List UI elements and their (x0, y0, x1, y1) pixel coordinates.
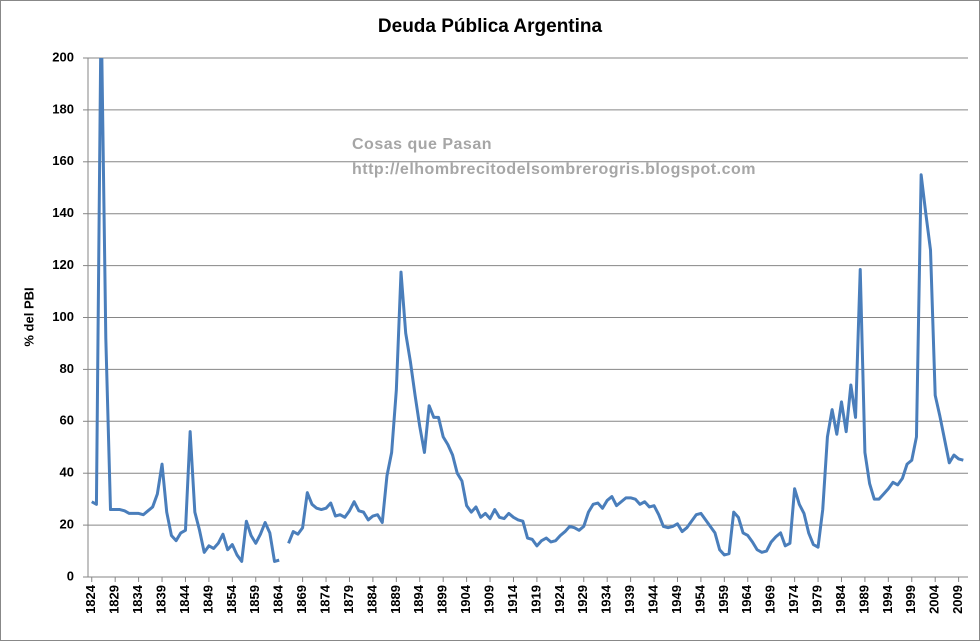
x-tick-label: 1909 (481, 585, 496, 614)
x-tick-label: 1969 (763, 585, 778, 614)
x-tick-label: 1824 (83, 584, 98, 614)
x-tick-label: 1999 (903, 585, 918, 614)
y-tick-label: 200 (52, 49, 74, 64)
x-tick-label: 1974 (786, 584, 801, 614)
x-tick-label: 1829 (107, 585, 122, 614)
x-tick-label: 1934 (599, 584, 614, 614)
x-tick-label: 1854 (224, 584, 239, 614)
y-tick-label: 160 (52, 153, 74, 168)
y-tick-label: 80 (60, 361, 74, 376)
x-tick-label: 1939 (622, 585, 637, 614)
x-tick-label: 1979 (809, 585, 824, 614)
x-tick-label: 1924 (552, 584, 567, 614)
x-tick-label: 1899 (435, 585, 450, 614)
x-tick-label: 1919 (528, 585, 543, 614)
y-tick-label: 120 (52, 257, 74, 272)
x-tick-label: 1859 (247, 585, 262, 614)
y-tick-label: 140 (52, 205, 74, 220)
y-tick-label: 20 (60, 517, 74, 532)
y-tick-label: 100 (52, 309, 74, 324)
annotation: Cosas que Pasan (352, 136, 492, 153)
y-tick-label: 180 (52, 101, 74, 116)
x-tick-label: 1929 (575, 585, 590, 614)
x-tick-label: 1834 (130, 584, 145, 614)
x-tick-label: 1949 (669, 585, 684, 614)
x-tick-label: 1954 (692, 584, 707, 614)
x-tick-label: 1964 (739, 584, 754, 614)
x-tick-label: 1874 (317, 584, 332, 614)
x-tick-label: 2009 (950, 585, 965, 614)
y-tick-label: 60 (60, 413, 74, 428)
annotation: http://elhombrecitodelsombrerogris.blogs… (352, 161, 756, 178)
x-tick-label: 1989 (856, 585, 871, 614)
data-line (91, 58, 964, 563)
x-tick-label: 1894 (411, 584, 426, 614)
y-axis-label: % del PBI (21, 287, 36, 346)
chart-title: Deuda Pública Argentina (378, 16, 603, 37)
x-tick-label: 1879 (341, 585, 356, 614)
x-tick-label: 1889 (388, 585, 403, 614)
y-tick-label: 0 (67, 568, 74, 583)
x-tick-label: 1914 (505, 584, 520, 614)
x-tick-label: 1839 (153, 585, 168, 614)
x-tick-label: 1904 (458, 584, 473, 614)
x-tick-label: 1984 (833, 584, 848, 614)
x-tick-label: 1959 (716, 585, 731, 614)
x-tick-label: 2004 (927, 584, 942, 614)
x-tick-label: 1864 (271, 584, 286, 614)
x-tick-label: 1849 (200, 585, 215, 614)
x-tick-label: 1884 (364, 584, 379, 614)
x-tick-label: 1844 (177, 584, 192, 614)
x-tick-label: 1994 (880, 584, 895, 614)
x-tick-label: 1944 (645, 584, 660, 614)
y-tick-label: 40 (60, 465, 74, 480)
x-tick-label: 1869 (294, 585, 309, 614)
